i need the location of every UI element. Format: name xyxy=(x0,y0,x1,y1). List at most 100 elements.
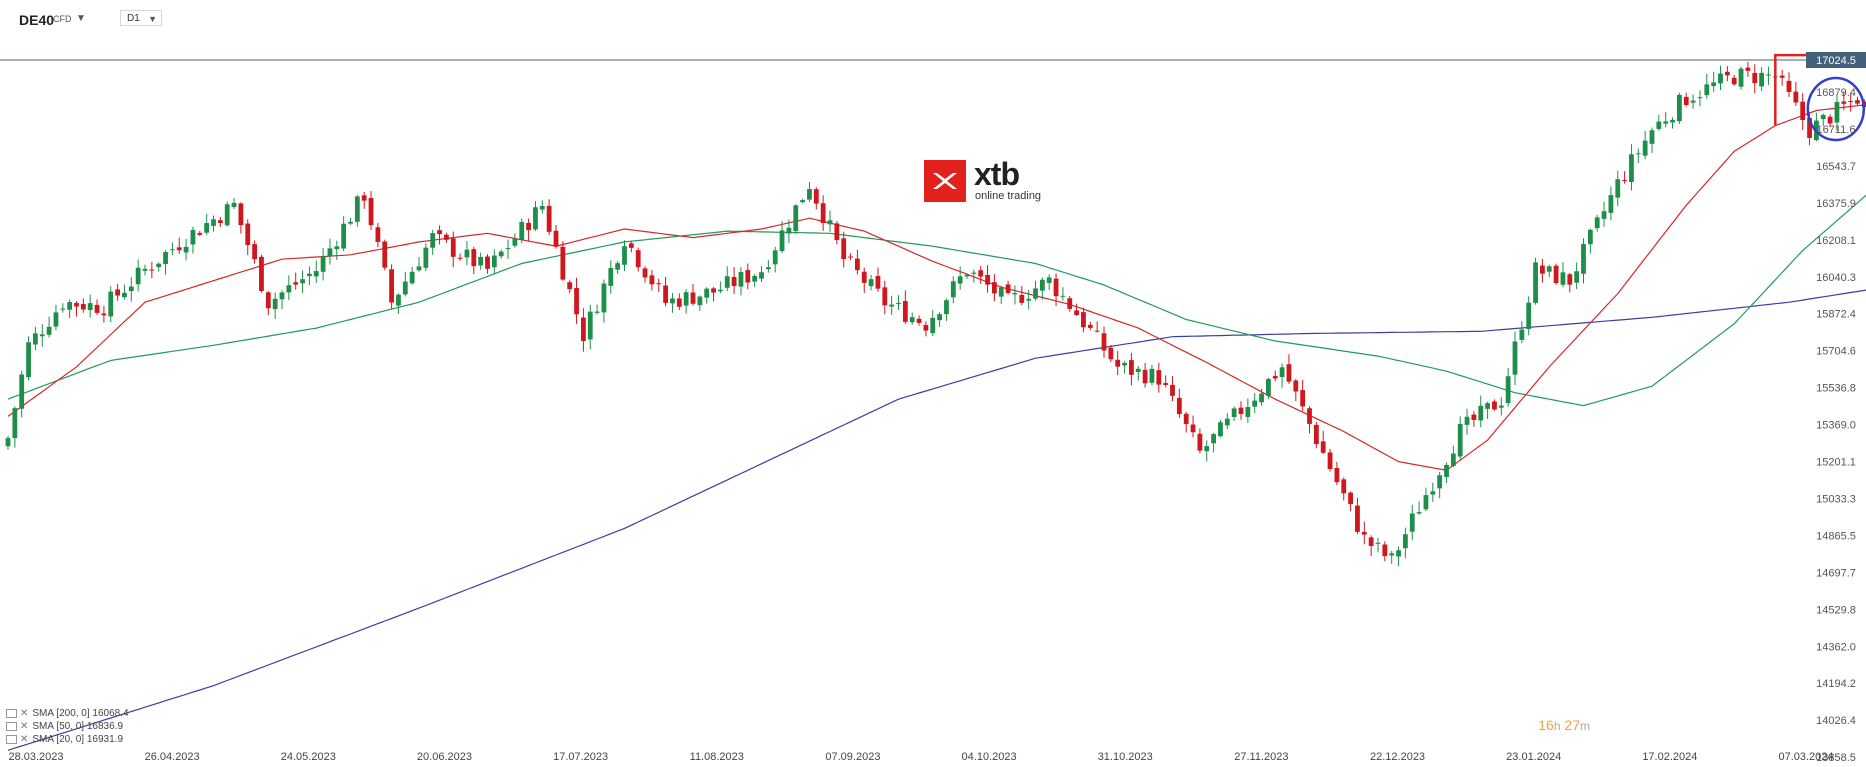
candle-up xyxy=(1149,368,1155,383)
current-price-box xyxy=(1806,52,1866,68)
candle-up xyxy=(1039,279,1045,291)
candle-down xyxy=(1019,294,1025,303)
candle-down xyxy=(1745,67,1751,71)
remove-icon[interactable]: ✕ xyxy=(20,721,29,732)
candle-up xyxy=(1594,217,1600,229)
candle-up xyxy=(416,266,422,271)
candle-up xyxy=(683,292,689,306)
legend-sma50: ✕ SMA [50, 0] 16836.9 xyxy=(6,721,123,732)
y-tick-label: 15536.8 xyxy=(1816,383,1856,395)
candle-down xyxy=(1382,544,1388,557)
candle-down xyxy=(217,220,223,223)
candle-down xyxy=(1183,413,1189,424)
candle-up xyxy=(1820,114,1826,120)
candle-down xyxy=(457,257,463,259)
candle-up xyxy=(930,317,936,334)
candle-up xyxy=(491,255,497,268)
candle-up xyxy=(1409,513,1415,532)
candle-up xyxy=(423,247,429,268)
candle-up xyxy=(286,285,292,293)
candle-up xyxy=(1218,422,1223,437)
candle-up xyxy=(512,238,518,246)
timer-m: m xyxy=(1580,719,1590,733)
candle-up xyxy=(19,374,25,409)
candle-down xyxy=(628,243,634,248)
remove-icon[interactable]: ✕ xyxy=(20,734,29,745)
symbol-label[interactable]: DE40 xyxy=(19,12,55,28)
candle-down xyxy=(259,256,264,292)
candle-up xyxy=(1690,100,1696,103)
candle-down xyxy=(902,301,908,322)
candle-down xyxy=(1567,274,1573,285)
candle-down xyxy=(389,269,394,303)
candle-down xyxy=(115,289,120,296)
candle-up xyxy=(937,314,942,321)
y-tick-label: 14362.0 xyxy=(1816,641,1856,653)
candle-up xyxy=(1670,119,1675,123)
candle-up xyxy=(1046,277,1052,283)
candle-down xyxy=(1731,77,1737,85)
timeframe-select[interactable]: D1 ▼ xyxy=(120,10,162,26)
candle-down xyxy=(1115,359,1121,367)
y-tick-label: 15369.0 xyxy=(1816,420,1856,432)
candle-down xyxy=(992,282,997,294)
candle-down xyxy=(1176,397,1182,415)
candle-up xyxy=(1060,295,1066,297)
y-tick-label: 14194.2 xyxy=(1816,678,1856,690)
candle-up xyxy=(1629,154,1634,182)
candle-up xyxy=(122,292,127,298)
candle-up xyxy=(1533,262,1538,303)
candle-down xyxy=(642,268,648,278)
candle-up xyxy=(478,256,484,266)
candle-down xyxy=(1827,116,1833,124)
y-tick-label: 16375.9 xyxy=(1816,198,1856,210)
candle-up xyxy=(752,276,758,282)
candle-up xyxy=(1505,376,1511,404)
candle-up xyxy=(724,276,730,288)
candle-down xyxy=(861,271,867,283)
x-tick-label: 20.06.2023 xyxy=(417,751,472,763)
candle-up xyxy=(183,246,189,253)
candle-down xyxy=(848,256,853,258)
candle-up xyxy=(950,281,956,298)
candle-down xyxy=(855,258,860,271)
candle-down xyxy=(978,270,984,277)
candle-down xyxy=(1540,265,1545,274)
candle-down xyxy=(1622,180,1627,182)
candle-up xyxy=(354,196,360,222)
candle-down xyxy=(1793,91,1799,103)
timer-hours: 16 xyxy=(1538,717,1554,733)
candle-down xyxy=(94,304,100,313)
candle-up xyxy=(1601,211,1607,219)
candle-down xyxy=(293,282,299,285)
candle-up xyxy=(60,308,66,310)
candle-up xyxy=(670,298,675,304)
candle-up xyxy=(1759,72,1764,87)
y-tick-label: 15033.3 xyxy=(1816,493,1856,505)
candle-down xyxy=(663,285,668,303)
candle-down xyxy=(101,313,107,316)
candle-up xyxy=(889,304,895,307)
candle-up xyxy=(1697,97,1703,99)
candle-down xyxy=(1156,370,1162,385)
candle-down xyxy=(1492,401,1497,410)
candle-up xyxy=(498,251,504,257)
annotations xyxy=(1774,53,1866,142)
symbol-dropdown-icon[interactable]: ▼ xyxy=(76,13,86,24)
candle-up xyxy=(868,279,874,287)
candle-up xyxy=(402,281,408,295)
candle-down xyxy=(1752,72,1758,84)
x-tick-label: 26.04.2023 xyxy=(145,751,200,763)
remove-icon[interactable]: ✕ xyxy=(20,708,29,719)
candle-up xyxy=(998,287,1004,297)
candle-up xyxy=(1512,341,1518,375)
candle-down xyxy=(985,274,990,285)
candle-up xyxy=(1485,403,1490,409)
logo-x-icon xyxy=(933,173,957,189)
candle-up xyxy=(313,271,319,277)
candle-down xyxy=(1841,101,1847,104)
candle-up xyxy=(5,438,11,447)
candle-up xyxy=(1656,121,1662,129)
candle-up xyxy=(142,268,148,271)
